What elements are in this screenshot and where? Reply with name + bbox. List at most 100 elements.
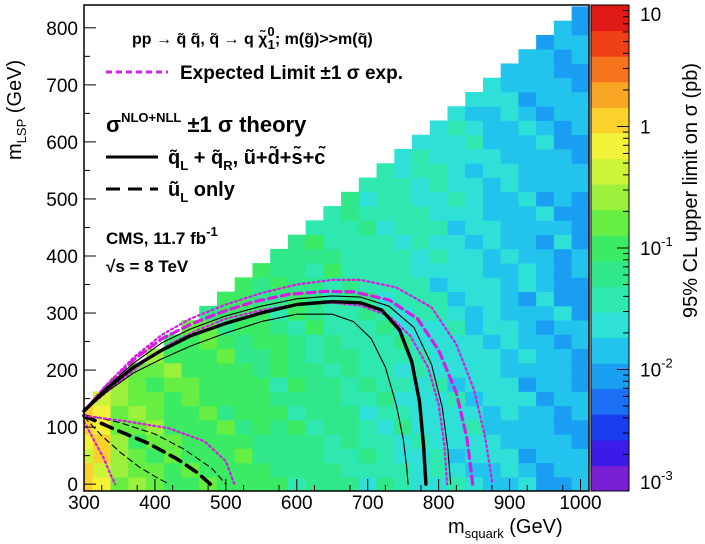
heatmap-cell bbox=[536, 77, 555, 93]
heatmap-cell bbox=[465, 263, 484, 278]
color-bar bbox=[591, 5, 629, 492]
heatmap-cell bbox=[500, 419, 519, 435]
heatmap-cell bbox=[341, 191, 360, 207]
x-tick-label: 700 bbox=[352, 493, 384, 514]
heatmap-cell bbox=[323, 263, 342, 278]
heatmap-cell bbox=[447, 291, 466, 307]
heatmap-cell bbox=[358, 320, 377, 335]
heatmap-cell bbox=[518, 320, 537, 335]
heatmap-cell bbox=[465, 405, 484, 421]
heatmap-cell bbox=[358, 362, 377, 378]
heatmap-cell bbox=[270, 334, 289, 350]
heatmap-cell bbox=[128, 448, 147, 464]
heatmap-cell bbox=[305, 434, 324, 449]
heatmap-cell bbox=[518, 234, 537, 250]
heatmap-cell bbox=[146, 377, 165, 392]
legend-theory-heading: σNLO+NLL ±1 σ theory bbox=[106, 110, 307, 137]
heatmap-cell bbox=[394, 477, 413, 492]
heatmap-cell bbox=[412, 434, 431, 449]
limit-curve-8 bbox=[83, 416, 170, 485]
limit-curve-4 bbox=[83, 295, 452, 485]
heatmap-cell bbox=[482, 334, 502, 350]
heatmap-cell bbox=[536, 220, 555, 235]
heatmap-cell bbox=[110, 462, 129, 478]
heatmap-cell bbox=[305, 477, 324, 492]
color-bar-swatch bbox=[591, 414, 629, 441]
legend-expected-label: Expected Limit ±1 σ exp. bbox=[180, 63, 403, 84]
heatmap-cell bbox=[553, 377, 573, 392]
heatmap-cell bbox=[341, 334, 360, 350]
heatmap-cell bbox=[518, 206, 537, 221]
heatmap-cell bbox=[482, 77, 502, 93]
heatmap-cell bbox=[447, 419, 466, 435]
heatmap-cell bbox=[447, 362, 466, 378]
heatmap-cells bbox=[84, 6, 590, 492]
heatmap-cell bbox=[465, 391, 484, 407]
heatmap-cell bbox=[110, 391, 129, 407]
heatmap-cell bbox=[128, 391, 147, 407]
heatmap-cell bbox=[412, 462, 431, 478]
legend-process: pp → q̃ q̃, q̃ → q χ̃0 1; m(g̃)>>m(q̃) bbox=[132, 24, 373, 52]
heatmap-cell bbox=[536, 434, 555, 449]
heatmap-cell bbox=[500, 149, 519, 164]
heatmap-cell bbox=[482, 362, 502, 378]
heatmap-cell bbox=[553, 191, 573, 207]
heatmap-cell bbox=[482, 477, 502, 492]
heatmap-cell bbox=[571, 34, 590, 50]
heatmap-cell bbox=[518, 49, 537, 64]
heatmap-cell bbox=[146, 448, 165, 464]
heatmap-cell bbox=[500, 291, 519, 307]
legend-entry-ul: ũL only bbox=[168, 179, 236, 205]
color-bar-swatch bbox=[591, 184, 629, 211]
heatmap-cell bbox=[305, 348, 324, 364]
heatmap-cell bbox=[500, 234, 519, 250]
heatmap-cell bbox=[252, 477, 271, 492]
heatmap-cell bbox=[500, 434, 519, 449]
heatmap-cell bbox=[305, 320, 324, 335]
heatmap-cell bbox=[305, 263, 324, 278]
heatmap-cell bbox=[500, 106, 519, 121]
heatmap-cell bbox=[376, 405, 395, 421]
heatmap-cell bbox=[341, 348, 360, 364]
heatmap-cell bbox=[199, 391, 218, 407]
heatmap-cell bbox=[287, 462, 307, 478]
heatmap-cell bbox=[429, 462, 448, 478]
y-tick-label: 100 bbox=[46, 418, 78, 439]
heatmap-cell bbox=[287, 248, 307, 264]
heatmap-cell bbox=[376, 434, 395, 449]
heatmap-cell bbox=[518, 477, 537, 492]
heatmap-cell bbox=[536, 106, 555, 121]
heatmap-cell bbox=[216, 419, 236, 435]
y-tick-label: 0 bbox=[67, 475, 78, 496]
heatmap-cell bbox=[252, 434, 271, 449]
z-tick-label: 1 bbox=[640, 118, 651, 139]
heatmap-cell bbox=[181, 434, 200, 449]
heatmap-cell bbox=[518, 63, 537, 79]
heatmap-cell bbox=[234, 434, 253, 449]
heatmap-cell bbox=[412, 305, 431, 321]
heatmap-cell bbox=[553, 320, 573, 335]
heatmap-cell bbox=[199, 419, 218, 435]
x-tick-label: 500 bbox=[210, 493, 242, 514]
heatmap-cell bbox=[341, 377, 360, 392]
heatmap-cell bbox=[163, 362, 182, 378]
heatmap-cell bbox=[128, 377, 147, 392]
heatmap-cell bbox=[553, 63, 573, 79]
heatmap-cell bbox=[376, 234, 395, 250]
heatmap-cell bbox=[429, 291, 448, 307]
color-bar-swatch bbox=[591, 132, 629, 159]
heatmap-cell bbox=[571, 106, 590, 121]
heatmap-cell bbox=[536, 63, 555, 79]
heatmap-cell bbox=[536, 191, 555, 207]
heatmap-cell bbox=[429, 434, 448, 449]
heatmap-cell bbox=[482, 177, 502, 193]
heatmap-cell bbox=[128, 405, 147, 421]
color-bar-swatch bbox=[591, 311, 629, 339]
heatmap-cell bbox=[500, 462, 519, 478]
heatmap-cell bbox=[376, 191, 395, 207]
heatmap-cell bbox=[553, 234, 573, 250]
heatmap-cell bbox=[465, 106, 484, 121]
heatmap-cell bbox=[394, 234, 413, 250]
heatmap-cell bbox=[553, 405, 573, 421]
heatmap-cell bbox=[482, 405, 502, 421]
